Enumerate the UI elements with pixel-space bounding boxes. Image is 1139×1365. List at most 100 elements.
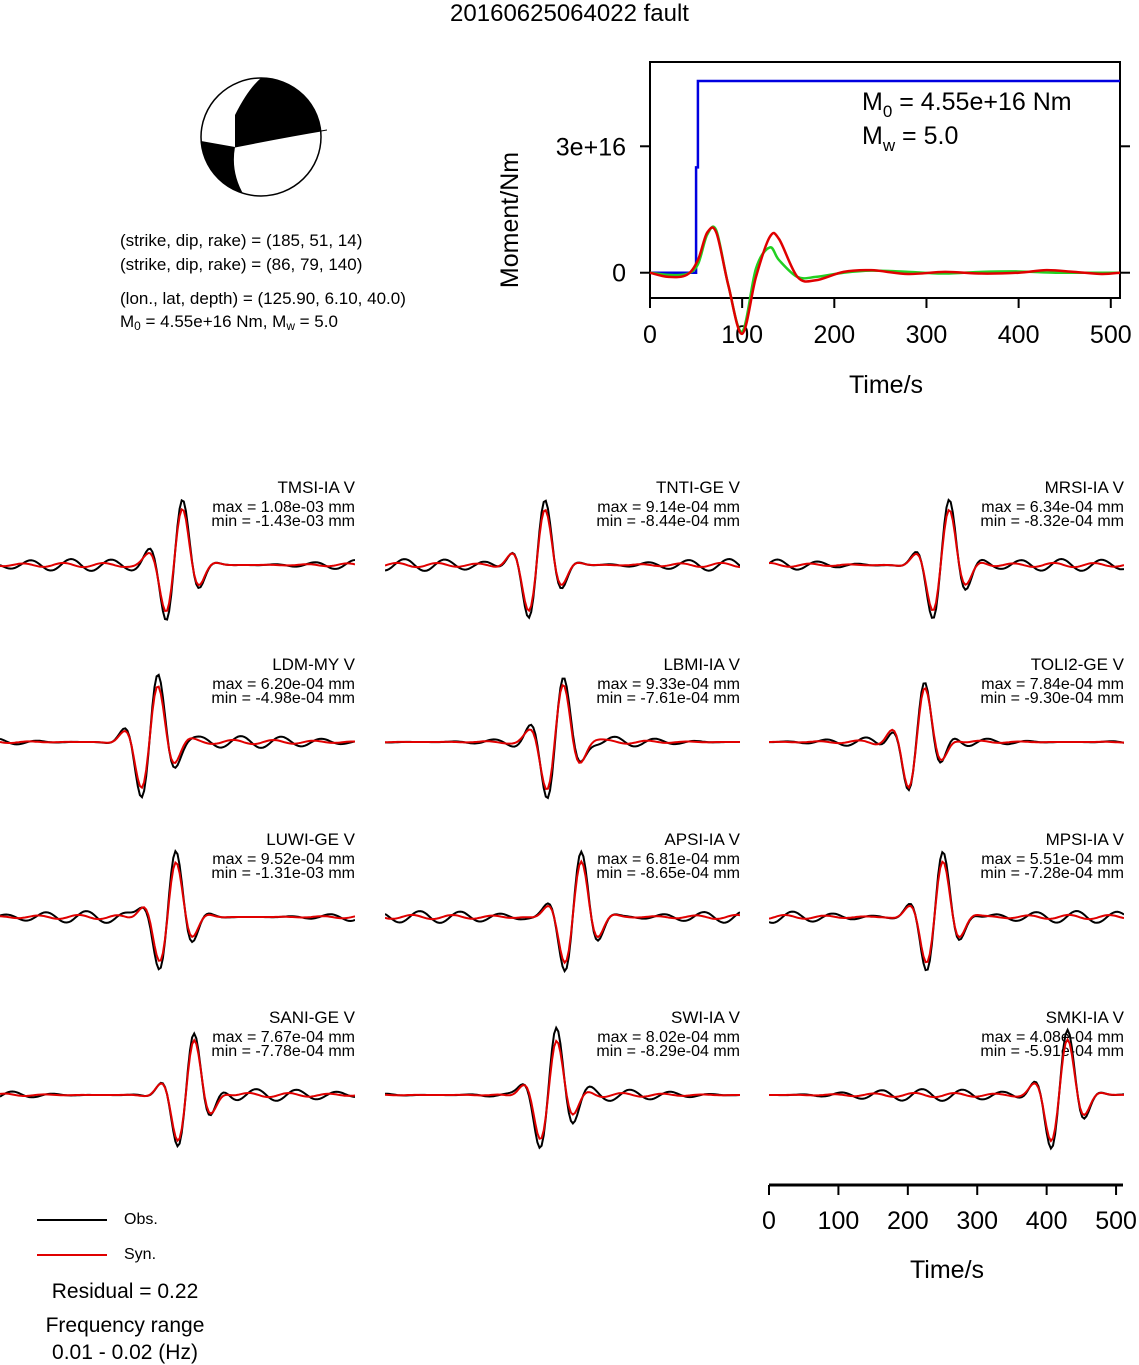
station-name: TOLI2-GE V [1030,655,1124,674]
station-name: APSI-IA V [664,830,740,849]
waveform-plot [769,682,1124,792]
bottom-axis-tick-label: 0 [762,1207,776,1235]
plane1-text: (strike, dip, rake) = (185, 51, 14) [120,231,363,250]
stf-x-tick-label: 0 [643,321,657,349]
station-name: SWI-IA V [671,1008,740,1027]
station-max: max = 6.34e-04 mm [981,499,1124,516]
frequency-title: Frequency range [45,1314,205,1337]
waveform-plot [385,677,740,800]
location-text: (lon., lat, depth) = (125.90, 6.10, 40.0… [120,289,406,308]
station-name: TNTI-GE V [655,478,740,497]
waveform-plot [0,673,355,800]
waveform-time-axis: 0 100 200 300 400 500 Time/s [762,1183,1137,1284]
observed-trace [385,499,740,620]
station-max: max = 1.08e-03 mm [212,499,355,516]
station-name: MPSI-IA V [1045,830,1124,849]
synthetic-trace [0,1038,355,1143]
observed-trace [769,682,1124,792]
station-max: max = 7.84e-04 mm [981,676,1124,693]
station-name: SANI-GE V [269,1008,355,1027]
waveform-plot [385,849,740,974]
observed-trace [0,1031,355,1149]
stf-y-tick-label: 3e+16 [556,133,626,161]
synthetic-trace [385,859,740,965]
observed-trace [385,1025,740,1150]
bottom-axis-tick-label: 100 [818,1207,860,1235]
legend-obs-line [37,1219,107,1221]
waveform-plot [0,849,355,971]
station-name: LUWI-GE V [266,830,355,849]
station-min: min = -1.31e-03 mm [211,865,355,882]
stf-y-tick-label: 0 [612,260,626,288]
station-max: max = 9.52e-04 mm [212,851,355,868]
synthetic-trace [0,860,355,962]
waveform-plot [769,1027,1124,1151]
synthetic-trace [385,508,740,613]
station-min: min = -5.91e-04 mm [980,1043,1124,1060]
legend-obs-label: Obs. [124,1211,158,1228]
stf-series-green [649,225,1120,333]
station-max: max = 5.51e-04 mm [981,851,1124,868]
bottom-axis-xlabel: Time/s [910,1256,984,1284]
stf-ylabel: Moment/Nm [496,152,524,288]
observed-trace [385,677,740,800]
station-name: LDM-MY V [272,655,355,674]
station-max: max = 6.81e-04 mm [597,851,740,868]
waveform-plot [385,499,740,620]
station-name: SMKI-IA V [1045,1008,1124,1027]
stf-series-red [649,226,1121,336]
observed-trace [769,850,1124,972]
station-min: min = -9.30e-04 mm [980,690,1124,707]
observed-trace [0,849,355,971]
synthetic-trace [0,685,355,790]
station-min: min = -1.43e-03 mm [211,513,355,530]
observed-trace [769,1027,1124,1151]
synthetic-trace [769,1037,1124,1143]
stf-x-tick-label: 400 [998,321,1040,349]
stf-x-tick-label: 300 [906,321,948,349]
residual-text: Residual = 0.22 [51,1280,199,1303]
figure-title: 20160625064022 fault [450,0,689,27]
station-max: max = 9.33e-04 mm [597,676,740,693]
waveform-plot [769,850,1124,972]
stf-x-tick-label: 200 [813,321,855,349]
synthetic-trace [385,1039,740,1140]
legend-syn-line [37,1254,107,1256]
station-max: max = 9.14e-04 mm [597,499,740,516]
observed-trace [385,849,740,974]
station-min: min = -8.65e-04 mm [596,865,740,882]
stf-mw-label: Mw = 5.0 [862,122,958,155]
synthetic-trace [769,508,1124,611]
station-name: MRSI-IA V [1044,478,1124,497]
bottom-axis-tick-label: 400 [1026,1207,1068,1235]
bottom-axis-tick-label: 200 [887,1207,929,1235]
station-max: max = 7.67e-04 mm [212,1029,355,1046]
waveform-plot [0,498,355,621]
plane2-text: (strike, dip, rake) = (86, 79, 140) [120,255,363,274]
waveform-plot [769,498,1124,619]
synthetic-trace [769,686,1124,790]
station-min: min = -7.78e-04 mm [211,1043,355,1060]
beachball [200,77,327,197]
stf-frame [649,61,1121,299]
station-max: max = 4.08e-04 mm [981,1029,1124,1046]
observed-trace [0,498,355,621]
synthetic-trace [769,860,1124,964]
station-min: min = -8.44e-04 mm [596,513,740,530]
station-name: LBMI-IA V [663,655,740,674]
station-min: min = -8.32e-04 mm [980,513,1124,530]
frequency-value: 0.01 - 0.02 (Hz) [52,1341,198,1364]
waveform-plot [385,1025,740,1150]
bottom-axis-tick-label: 500 [1095,1207,1137,1235]
station-max: max = 6.20e-04 mm [212,676,355,693]
legend-syn-label: Syn. [124,1246,157,1263]
observed-trace [0,673,355,800]
stf-x-tick-label: 500 [1090,321,1132,349]
station-min: min = -7.61e-04 mm [596,690,740,707]
station-min: min = -7.28e-04 mm [980,865,1124,882]
stf-xlabel: Time/s [849,371,923,399]
bottom-axis-tick-label: 300 [956,1207,998,1235]
waveform-plot [0,1031,355,1149]
synthetic-trace [0,507,355,612]
